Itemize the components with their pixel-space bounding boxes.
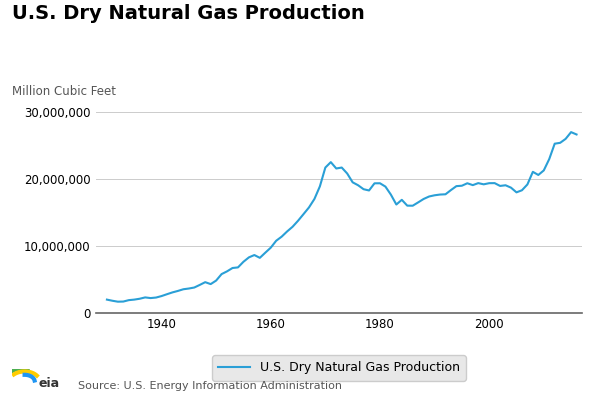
Text: eia: eia (38, 377, 59, 390)
Legend: U.S. Dry Natural Gas Production: U.S. Dry Natural Gas Production (212, 355, 466, 381)
U.S. Dry Natural Gas Production (573, 132, 580, 137)
U.S. Dry Natural Gas Production (305, 205, 313, 210)
Line: U.S. Dry Natural Gas Production: U.S. Dry Natural Gas Production (107, 132, 577, 302)
U.S. Dry Natural Gas Production (212, 278, 220, 283)
U.S. Dry Natural Gas Production (245, 255, 253, 260)
U.S. Dry Natural Gas Production (114, 299, 121, 304)
U.S. Dry Natural Gas Production (568, 130, 575, 135)
Text: Source: U.S. Energy Information Administration: Source: U.S. Energy Information Administ… (78, 381, 342, 391)
U.S. Dry Natural Gas Production (185, 286, 193, 291)
Text: Million Cubic Feet: Million Cubic Feet (12, 85, 116, 98)
U.S. Dry Natural Gas Production (103, 297, 110, 302)
U.S. Dry Natural Gas Production (491, 181, 498, 186)
Text: U.S. Dry Natural Gas Production: U.S. Dry Natural Gas Production (12, 4, 365, 23)
U.S. Dry Natural Gas Production (344, 171, 351, 176)
